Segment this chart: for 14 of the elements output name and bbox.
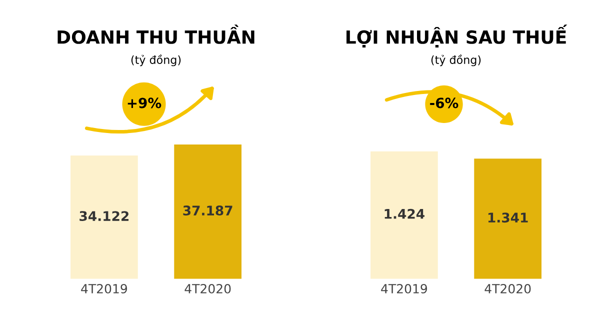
- text: +9%: [128, 98, 162, 108]
- x-tick-label: 4T2020: [184, 284, 231, 294]
- chart-title: LỢI NHUẬN SAU THUẾ: [346, 24, 568, 48]
- data-label: 1.341: [488, 212, 528, 223]
- data-label: 37.187: [183, 206, 232, 216]
- chart-subtitle: (tỷ đồng): [431, 54, 481, 66]
- x-tick-label: 4T2019: [381, 284, 428, 294]
- data-label: 34.122: [80, 211, 128, 222]
- chart-subtitle: (tỷ đồng): [131, 54, 181, 66]
- chart-title: DOANH THU THUẦN: [58, 24, 254, 44]
- data-label: 1.424: [384, 208, 424, 219]
- x-tick-label: 4T2020: [484, 284, 531, 294]
- text: -6%: [430, 98, 458, 108]
- x-tick-label: 4T2019: [81, 284, 128, 294]
